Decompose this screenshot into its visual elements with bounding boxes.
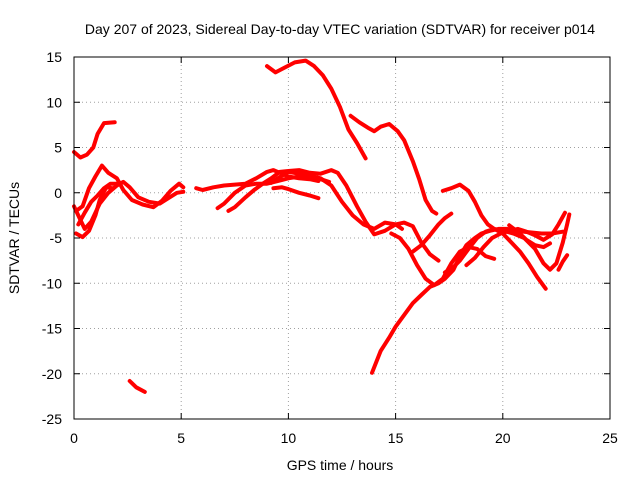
x-tick-label: 0 [70,430,78,446]
series-arc-10 [271,185,321,201]
series-arc-21 [556,253,570,272]
series-arc-1 [72,120,117,160]
series-arc-13 [348,113,439,216]
x-tick-label: 20 [495,430,511,446]
series-arc-19 [464,210,567,268]
chart-title: Day 207 of 2023, Sidereal Day-to-day VTE… [85,21,595,37]
series-arc-15 [389,231,497,288]
y-axis-label: SDTVAR / TECUs [6,182,22,294]
series-arc-6 [127,379,147,394]
y-tick-label: -5 [50,230,63,246]
axis-ticks: 0 5 10 15 20 25 -25 -20 -15 -10 -5 0 5 10 15 [42,49,618,446]
series-arc-18 [442,226,548,291]
series-arc-16 [410,211,454,254]
series-arc-3 [74,163,186,213]
y-tick-label: -25 [42,411,62,427]
x-tick-label: 25 [602,430,618,446]
series-arc-12 [265,58,368,161]
x-tick-label: 10 [281,430,297,446]
y-tick-label: -20 [42,366,62,382]
series-arc-20 [507,223,552,250]
y-tick-label: 0 [54,185,62,201]
series-group [72,58,572,394]
series-arc-9 [226,168,441,263]
y-tick-label: -15 [42,321,62,337]
y-tick-label: 5 [54,140,62,156]
series-arc-5 [76,181,119,227]
series-arc-2 [72,179,186,231]
y-tick-label: 10 [46,94,62,110]
x-axis-label: GPS time / hours [287,457,394,473]
x-tick-label: 5 [177,430,185,446]
series-arc-11 [269,169,332,185]
y-tick-label: -10 [42,275,62,291]
series-arc-8 [215,173,404,231]
x-tick-label: 15 [388,430,404,446]
grid [74,57,610,419]
y-tick-label: 15 [46,49,62,65]
